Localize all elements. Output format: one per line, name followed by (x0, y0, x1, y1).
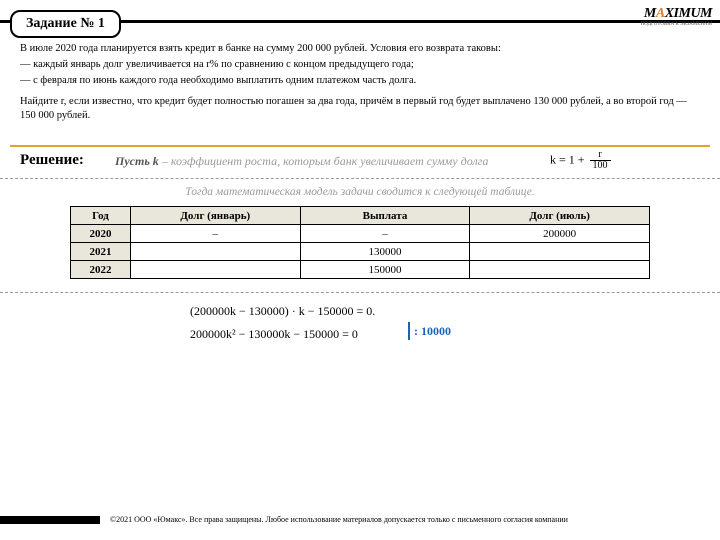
equation-1: (200000k − 130000) · k − 150000 = 0. (190, 300, 375, 323)
table-row: 2021 130000 (71, 243, 650, 261)
problem-question: Найдите r, если известно, что кредит буд… (20, 95, 700, 123)
cell-jul (470, 261, 650, 279)
section-divider-gold (10, 145, 710, 147)
model-table: Год Долг (январь) Выплата Долг (июль) 20… (70, 206, 650, 279)
solution-intro: Пусть k – коэффициент роста, которым бан… (115, 154, 488, 169)
cell-pay: – (300, 225, 470, 243)
th-year: Год (71, 207, 131, 225)
divide-note: : 10000 (408, 322, 451, 340)
logo: MAXIMUM (644, 6, 712, 22)
intro-k: Пусть k (115, 154, 159, 168)
th-january: Долг (январь) (130, 207, 300, 225)
cell-year: 2021 (71, 243, 131, 261)
cell-jul: 200000 (470, 225, 650, 243)
k-formula-fraction: r 100 (590, 150, 611, 171)
cell-jan (130, 243, 300, 261)
cell-year: 2022 (71, 261, 131, 279)
k-formula: k = 1 + r 100 (550, 150, 611, 171)
dashed-divider-2 (0, 292, 720, 293)
copyright: ©2021 ООО «Юмакс». Все права защищены. Л… (110, 515, 700, 524)
problem-line-1: В июле 2020 года планируется взять креди… (20, 42, 700, 56)
problem-condition-1: — каждый январь долг увеличивается на r%… (20, 58, 700, 72)
k-formula-lhs: k = 1 + (550, 152, 585, 166)
table-intro: Тогда математическая модель задачи своди… (0, 186, 720, 198)
problem-statement: В июле 2020 года планируется взять креди… (20, 42, 700, 125)
cell-pay: 150000 (300, 261, 470, 279)
cell-jan (130, 261, 300, 279)
solution-label: Решение: (20, 152, 84, 169)
equations: (200000k − 130000) · k − 150000 = 0. 200… (190, 300, 375, 346)
cell-pay: 130000 (300, 243, 470, 261)
cell-jul (470, 243, 650, 261)
frac-den: 100 (590, 161, 611, 171)
cell-year: 2020 (71, 225, 131, 243)
task-badge: Задание № 1 (10, 10, 121, 38)
footer-bar (0, 516, 100, 524)
problem-condition-2: — с февраля по июнь каждого года необход… (20, 74, 700, 88)
logo-subtitle: ПОДГОТОВКА К ЭКЗАМЕНАМ (641, 22, 712, 27)
intro-rest: – коэффициент роста, которым банк увелич… (159, 154, 489, 168)
dashed-divider-1 (0, 178, 720, 179)
equation-2: 200000k² − 130000k − 150000 = 0 (190, 323, 375, 346)
th-payment: Выплата (300, 207, 470, 225)
th-july: Долг (июль) (470, 207, 650, 225)
cell-jan: – (130, 225, 300, 243)
table-row: 2020 – – 200000 (71, 225, 650, 243)
table-header-row: Год Долг (январь) Выплата Долг (июль) (71, 207, 650, 225)
table-row: 2022 150000 (71, 261, 650, 279)
